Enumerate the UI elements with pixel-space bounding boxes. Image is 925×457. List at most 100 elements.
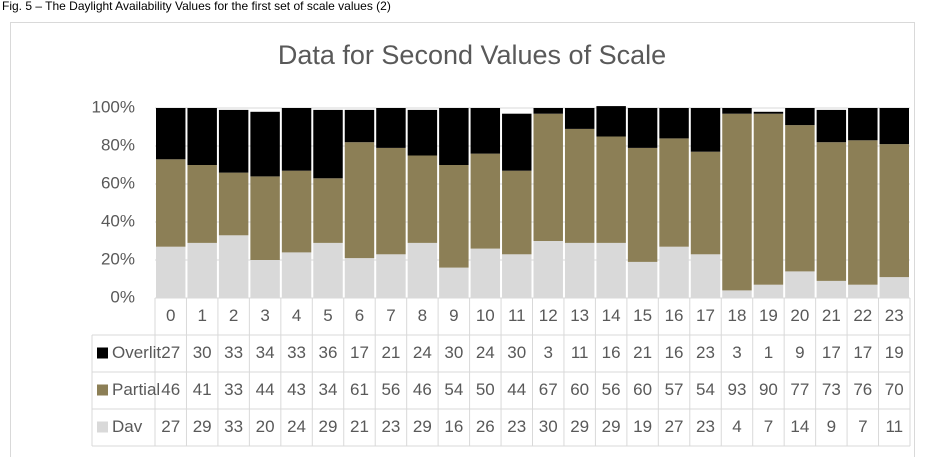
bar-segment <box>218 109 249 173</box>
bar-segment <box>439 108 469 165</box>
data-table-value: 7 <box>764 417 773 436</box>
bar-segment <box>785 271 815 298</box>
bar-segment <box>187 242 217 298</box>
data-table-value: 3 <box>543 343 552 362</box>
x-tick-label: 10 <box>476 306 495 325</box>
bar-segment <box>627 147 658 262</box>
bar-segment <box>187 108 217 165</box>
bar-segment <box>218 235 249 298</box>
bar-segment <box>156 108 186 160</box>
x-tick-label: 9 <box>449 306 458 325</box>
bar-segment <box>218 172 249 236</box>
data-table-value: 77 <box>790 380 809 399</box>
bar-segment <box>281 252 312 298</box>
bar-segment <box>344 258 375 298</box>
bar-segment <box>753 113 784 285</box>
data-table-value: 29 <box>570 417 589 436</box>
data-table-value: 29 <box>193 417 212 436</box>
bar-segment <box>313 178 343 243</box>
data-table-value: 1 <box>764 343 773 362</box>
bar-segment <box>564 108 595 129</box>
bar-segment <box>407 155 438 243</box>
bar-segment <box>785 108 815 126</box>
data-table-value: 27 <box>161 343 180 362</box>
data-table-value: 4 <box>732 417 741 436</box>
bar-segment <box>690 151 721 255</box>
data-table-value: 33 <box>224 380 243 399</box>
x-tick-label: 13 <box>570 306 589 325</box>
x-tick-label: 20 <box>790 306 809 325</box>
legend-key <box>97 384 108 396</box>
bar-segment <box>470 248 501 298</box>
bar-segment <box>344 109 375 143</box>
data-table-value: 61 <box>350 380 369 399</box>
data-table-value: 16 <box>602 343 621 362</box>
bar-segment <box>281 108 312 171</box>
data-table-value: 33 <box>224 343 243 362</box>
bar-segment <box>816 142 847 281</box>
data-table-value: 30 <box>507 343 526 362</box>
data-table-value: 19 <box>633 417 652 436</box>
x-tick-label: 8 <box>418 306 427 325</box>
bar-segment <box>753 284 784 298</box>
x-tick-label: 16 <box>665 306 684 325</box>
data-table-value: 17 <box>822 343 841 362</box>
bar-segment <box>281 170 312 253</box>
data-table-value: 24 <box>287 417 306 436</box>
data-table-value: 44 <box>507 380 526 399</box>
bar-segment <box>816 280 847 298</box>
bar-segment <box>848 284 878 298</box>
bar-segment <box>596 242 626 298</box>
x-tick-label: 4 <box>292 306 301 325</box>
bar-segment <box>376 108 406 148</box>
bar-segment <box>879 277 909 298</box>
x-tick-label: 12 <box>539 306 558 325</box>
data-table-value: 17 <box>350 343 369 362</box>
data-table-value: 9 <box>827 417 836 436</box>
bar-segment <box>376 254 406 298</box>
data-table-value: 44 <box>256 380 275 399</box>
bar-segment <box>502 170 532 255</box>
bar-segment <box>502 113 532 171</box>
bar-segment <box>722 108 752 114</box>
x-tick-label: 19 <box>759 306 778 325</box>
x-tick-label: 14 <box>602 306 621 325</box>
bar-segment <box>753 111 784 114</box>
y-tick-label: 80% <box>101 135 135 154</box>
bar-segment <box>533 241 563 298</box>
data-table-value: 11 <box>571 343 589 362</box>
data-table-value: 7 <box>858 417 867 436</box>
data-table-value: 56 <box>602 380 621 399</box>
data-table-value: 33 <box>287 343 306 362</box>
legend-label: Dav <box>112 417 143 436</box>
bar-segment <box>313 242 343 298</box>
x-tick-label: 22 <box>853 306 872 325</box>
data-table-value: 43 <box>287 380 306 399</box>
data-table-value: 21 <box>633 343 652 362</box>
data-table-value: 46 <box>413 380 432 399</box>
bar-segment <box>596 136 626 243</box>
data-table-value: 90 <box>759 380 778 399</box>
data-table-value: 46 <box>161 380 180 399</box>
x-tick-label: 17 <box>696 306 715 325</box>
y-tick-label: 60% <box>101 173 135 192</box>
bar-segment <box>690 108 721 152</box>
bar-segment <box>627 108 658 148</box>
data-table-value: 73 <box>822 380 841 399</box>
x-tick-label: 15 <box>633 306 652 325</box>
data-table-value: 24 <box>476 343 495 362</box>
data-table-value: 20 <box>256 417 275 436</box>
data-table-value: 54 <box>696 380 715 399</box>
bar-segment <box>533 113 563 241</box>
data-table-value: 34 <box>319 380 338 399</box>
data-table-value: 29 <box>602 417 621 436</box>
x-tick-label: 0 <box>166 306 175 325</box>
chart-title: Data for Second Values of Scale <box>278 40 666 70</box>
data-table-value: 29 <box>319 417 338 436</box>
data-table-value: 23 <box>696 343 715 362</box>
data-table-value: 27 <box>665 417 684 436</box>
chart-frame <box>10 22 915 457</box>
x-tick-label: 23 <box>885 306 904 325</box>
bar-segment <box>848 140 878 285</box>
